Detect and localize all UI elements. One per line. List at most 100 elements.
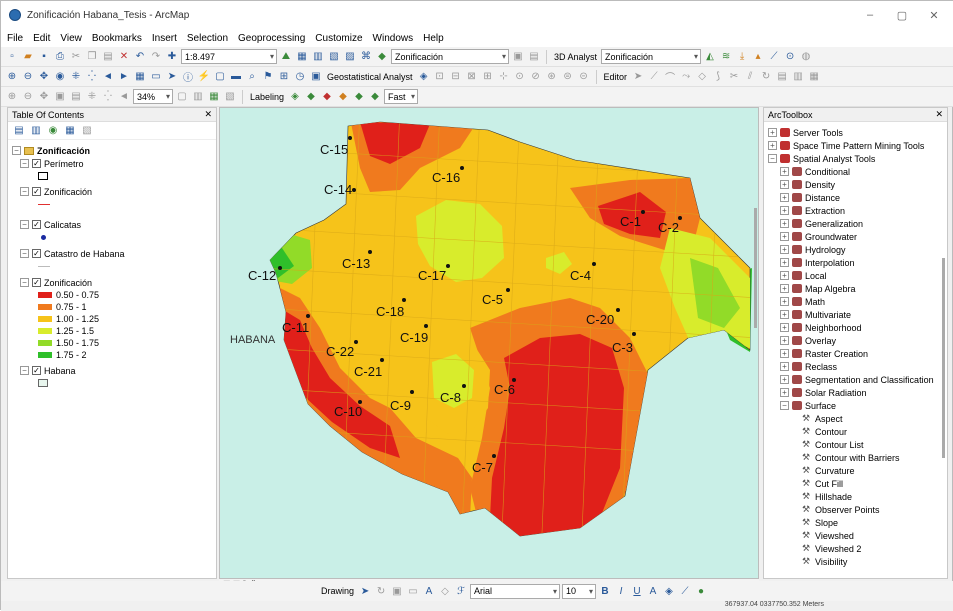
rectangle-icon[interactable]: ▭ bbox=[408, 585, 418, 597]
calicata-point-c5[interactable] bbox=[506, 288, 510, 292]
collapse-icon[interactable]: − bbox=[768, 154, 777, 163]
calicata-point-c9[interactable] bbox=[410, 390, 414, 394]
create-viewer-icon[interactable]: ▣ bbox=[311, 71, 321, 82]
collapse-icon[interactable]: − bbox=[20, 366, 29, 375]
toolset-row[interactable]: + Neighborhood bbox=[780, 321, 943, 334]
toolset-row[interactable]: + Distance bbox=[780, 191, 943, 204]
toolset-row[interactable]: + Conditional bbox=[780, 165, 943, 178]
expand-icon[interactable]: + bbox=[780, 310, 789, 319]
select-elements-icon[interactable]: ➤ bbox=[167, 71, 177, 82]
layout-pan-icon[interactable]: ✥ bbox=[39, 91, 49, 102]
toggle-draft-icon[interactable]: ▢ bbox=[177, 91, 187, 102]
expand-icon[interactable]: + bbox=[780, 297, 789, 306]
editor-menu[interactable]: Editor bbox=[603, 71, 628, 82]
edit-vertices-icon[interactable]: ◇ bbox=[698, 71, 706, 82]
toc-close-button[interactable]: ✕ bbox=[204, 109, 212, 119]
layout-zoom-out-icon[interactable]: ⊖ bbox=[23, 91, 33, 102]
expand-icon[interactable]: + bbox=[780, 219, 789, 228]
editing-tool-10-icon[interactable]: ⊝ bbox=[579, 71, 588, 82]
tool-row[interactable]: ⚒ Viewshed 2 bbox=[802, 542, 943, 555]
toolset-row[interactable]: + Reclass bbox=[780, 360, 943, 373]
open-folder-icon[interactable]: ▰ bbox=[24, 51, 32, 62]
toolset-row[interactable]: + Map Algebra bbox=[780, 282, 943, 295]
tool-row[interactable]: ⚒ Cut Fill bbox=[802, 477, 943, 490]
measure-icon[interactable]: ▬ bbox=[231, 71, 241, 82]
toc-layer-row[interactable]: − ✓ Zonificación bbox=[20, 185, 212, 198]
pan-icon[interactable]: ✥ bbox=[39, 71, 49, 82]
scale-combo[interactable]: 1:8.497 bbox=[181, 49, 277, 64]
view-unplaced-icon[interactable]: ◆ bbox=[371, 91, 379, 102]
data-driven-pages-icon[interactable]: ▧ bbox=[225, 91, 235, 102]
rotate-icon[interactable]: ↻ bbox=[376, 585, 386, 597]
layer-visibility-checkbox[interactable]: ✓ bbox=[32, 220, 41, 229]
catalog-icon[interactable]: ▥ bbox=[313, 51, 323, 62]
rotate-icon[interactable]: ↻ bbox=[761, 71, 771, 82]
expand-icon[interactable]: + bbox=[780, 388, 789, 397]
forward-icon[interactable]: ► bbox=[119, 71, 129, 82]
tool-row[interactable]: ⚒ Aspect bbox=[802, 412, 943, 425]
label-speed-combo[interactable]: Fast bbox=[384, 89, 419, 104]
undo-icon[interactable]: ↶ bbox=[135, 51, 145, 62]
editing-tool-4-icon[interactable]: ⊞ bbox=[483, 71, 492, 82]
geostatistical-analyst-menu[interactable]: Geostatistical Analyst bbox=[327, 71, 413, 82]
toolset-row[interactable]: + Density bbox=[780, 178, 943, 191]
3d-analyst-layer-combo[interactable]: Zonificación bbox=[601, 49, 702, 64]
calicata-point-c14[interactable] bbox=[352, 188, 356, 192]
copy-icon[interactable]: ❐ bbox=[87, 51, 97, 62]
full-extent-icon[interactable]: ◉ bbox=[55, 71, 65, 82]
redo-icon[interactable]: ↷ bbox=[151, 51, 161, 62]
paste-icon[interactable]: ▤ bbox=[103, 51, 113, 62]
list-by-source-icon[interactable]: ▥ bbox=[31, 125, 41, 136]
editor-toolbar-icon[interactable]: ⛰ bbox=[281, 51, 291, 62]
menu-windows[interactable]: Windows bbox=[372, 32, 414, 44]
calicata-point-c3[interactable] bbox=[632, 332, 636, 336]
menu-geoprocessing[interactable]: Geoprocessing bbox=[238, 32, 306, 44]
identify-icon[interactable]: ⓘ bbox=[183, 73, 193, 84]
toc-layer-row[interactable]: − ✓ Habana bbox=[20, 364, 212, 377]
editing-tool-8-icon[interactable]: ⊛ bbox=[547, 71, 556, 82]
arctoolbox-scrollbar[interactable] bbox=[942, 258, 945, 458]
menu-insert[interactable]: Insert bbox=[151, 32, 177, 44]
select-elements-icon[interactable]: ➤ bbox=[360, 585, 370, 597]
toc-layer-row[interactable]: − ✓ Perímetro bbox=[20, 157, 212, 170]
minimize-button[interactable]: – bbox=[866, 9, 874, 21]
fixed-zoom-in-icon[interactable]: ⁜ bbox=[71, 71, 81, 82]
save-icon[interactable]: ▪ bbox=[42, 51, 46, 62]
line-of-sight-icon[interactable]: ⟋ bbox=[770, 51, 778, 62]
calicata-point-c6[interactable] bbox=[512, 378, 516, 382]
italic-icon[interactable]: I bbox=[619, 585, 623, 597]
calicata-point-c18[interactable] bbox=[402, 298, 406, 302]
tool-row[interactable]: ⚒ Contour with Barriers bbox=[802, 451, 943, 464]
editing-tool-3-icon[interactable]: ⊠ bbox=[467, 71, 476, 82]
zoom-in-icon[interactable]: ⊕ bbox=[7, 71, 17, 82]
collapse-icon[interactable]: − bbox=[12, 146, 21, 155]
zoom-100-icon[interactable]: ▤ bbox=[71, 91, 81, 102]
html-popup-icon[interactable]: ▢ bbox=[215, 71, 225, 82]
toc-layer-row[interactable]: − ✓ Calicatas bbox=[20, 218, 212, 231]
calicata-point-c13[interactable] bbox=[368, 250, 372, 254]
font-family-combo[interactable]: Arial bbox=[470, 583, 561, 599]
layer-visibility-checkbox[interactable]: ✓ bbox=[32, 187, 41, 196]
print-icon[interactable]: ⎙ bbox=[56, 51, 64, 62]
goto-xy-icon[interactable]: ⊞ bbox=[279, 71, 289, 82]
calicata-point-c20[interactable] bbox=[616, 308, 620, 312]
list-by-drawing-order-icon[interactable]: ▤ bbox=[14, 125, 24, 136]
collapse-icon[interactable]: − bbox=[20, 187, 29, 196]
expand-icon[interactable]: + bbox=[780, 232, 789, 241]
expand-icon[interactable]: + bbox=[780, 258, 789, 267]
back-icon[interactable]: ◄ bbox=[103, 71, 113, 82]
menu-view[interactable]: View bbox=[60, 32, 82, 44]
toolset-row[interactable]: + Groundwater bbox=[780, 230, 943, 243]
expand-icon[interactable]: + bbox=[780, 206, 789, 215]
straight-segment-icon[interactable]: ⟋ bbox=[650, 71, 658, 82]
editing-tool-2-icon[interactable]: ⊟ bbox=[451, 71, 460, 82]
tool-row[interactable]: ⚒ Visibility bbox=[802, 555, 943, 568]
time-slider-icon[interactable]: ◷ bbox=[295, 71, 305, 82]
expand-icon[interactable]: + bbox=[780, 349, 789, 358]
collapse-icon[interactable]: − bbox=[20, 159, 29, 168]
calicata-point-c19[interactable] bbox=[424, 324, 428, 328]
layout-back-icon[interactable]: ◄ bbox=[119, 91, 129, 102]
collapse-icon[interactable]: − bbox=[20, 278, 29, 287]
menu-selection[interactable]: Selection bbox=[186, 32, 229, 44]
calicata-point-c15[interactable] bbox=[348, 136, 352, 140]
